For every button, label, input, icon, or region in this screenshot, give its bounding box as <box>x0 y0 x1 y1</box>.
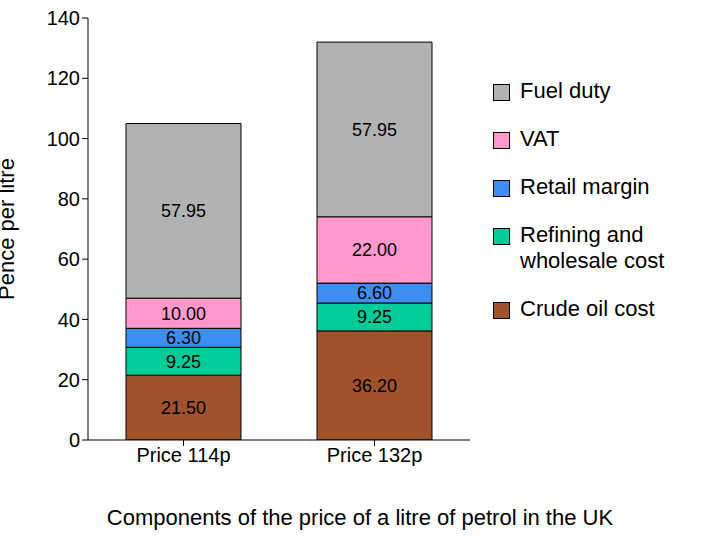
svg-text:9.25: 9.25 <box>166 352 201 372</box>
svg-text:80: 80 <box>58 188 80 210</box>
html-text:Refining and wholesale cost: Refining and wholesale cost <box>520 222 665 273</box>
html-text:Components of the price of a l: Components of the price of a litre of pe… <box>106 505 614 530</box>
html-text:Retail margin: Retail margin <box>520 174 650 199</box>
svg-text:6.30: 6.30 <box>166 328 201 348</box>
svg-text:60: 60 <box>58 248 80 270</box>
svg-text:140: 140 <box>47 7 80 29</box>
svg-text:Price 114p: Price 114p <box>136 444 230 466</box>
svg-text:57.95: 57.95 <box>161 201 206 221</box>
svg-text:20: 20 <box>58 369 80 391</box>
svg-text:10.00: 10.00 <box>161 304 206 324</box>
html-text:Crude oil cost: Crude oil cost <box>520 296 655 321</box>
html-text:Fuel duty: Fuel duty <box>520 78 611 103</box>
svg-text:Price 132p: Price 132p <box>327 444 423 466</box>
svg-text:120: 120 <box>47 67 80 89</box>
svg-text:0: 0 <box>69 429 80 451</box>
svg-text:40: 40 <box>58 309 80 331</box>
svg-text:22.00: 22.00 <box>352 240 397 260</box>
svg-text:Pence per litre: Pence per litre <box>8 158 19 300</box>
svg-text:100: 100 <box>47 128 80 150</box>
svg-text:36.20: 36.20 <box>352 376 397 396</box>
svg-text:9.25: 9.25 <box>357 307 392 327</box>
svg-text:57.95: 57.95 <box>352 120 397 140</box>
svg-text:6.60: 6.60 <box>357 283 392 303</box>
html-text:VAT: VAT <box>520 126 560 151</box>
svg-text:21.50: 21.50 <box>161 398 206 418</box>
